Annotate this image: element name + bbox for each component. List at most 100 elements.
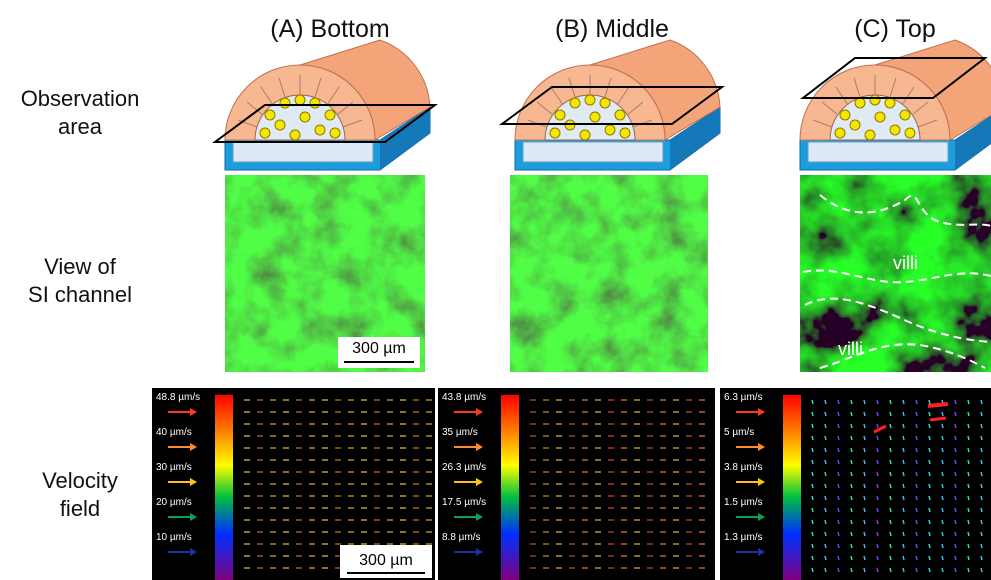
vector: [981, 412, 982, 416]
vector: [968, 544, 969, 548]
vector: [981, 448, 982, 452]
column-header: (B) Middle: [555, 15, 669, 43]
vector: [903, 424, 904, 428]
vector: [903, 568, 904, 572]
row-label: SI channel: [28, 282, 132, 307]
vector: [851, 532, 852, 536]
vector: [903, 436, 904, 440]
vector: [877, 424, 878, 428]
vector: [851, 412, 852, 416]
vector: [955, 568, 956, 572]
vector: [890, 400, 891, 404]
vector: [864, 508, 865, 512]
vector: [890, 532, 891, 536]
vector: [968, 424, 969, 428]
vector: [942, 484, 943, 488]
vector: [929, 520, 930, 524]
vector: [890, 556, 891, 560]
vector: [838, 508, 839, 512]
vector: [864, 436, 865, 440]
vector: [955, 508, 956, 512]
vector: [864, 472, 865, 476]
vector: [877, 400, 878, 404]
vector: [903, 484, 904, 488]
vector: [825, 556, 826, 560]
vector: [864, 556, 865, 560]
legend-label: 5 µm/s: [724, 427, 754, 438]
vector: [981, 532, 982, 536]
vector: [851, 436, 852, 440]
vector: [981, 460, 982, 464]
vector: [955, 400, 956, 404]
legend-label: 8.8 µm/s: [442, 532, 481, 543]
vector: [838, 484, 839, 488]
vector: [981, 568, 982, 572]
vector: [942, 568, 943, 572]
vector: [955, 424, 956, 428]
velocity-panels: 48.8 µm/s40 µm/s30 µm/s20 µm/s10 µm/s43.…: [152, 388, 991, 580]
vector: [929, 400, 930, 404]
vector: [864, 484, 865, 488]
vector: [916, 556, 917, 560]
vector: [825, 448, 826, 452]
vector: [851, 400, 852, 404]
vector: [864, 520, 865, 524]
vector: [812, 508, 813, 512]
vector: [838, 496, 839, 500]
vector: [890, 484, 891, 488]
vector: [890, 508, 891, 512]
vector: [825, 472, 826, 476]
legend-label: 1.3 µm/s: [724, 532, 763, 543]
vector: [890, 448, 891, 452]
vector: [929, 496, 930, 500]
vector: [942, 496, 943, 500]
vector: [812, 436, 813, 440]
vector: [877, 460, 878, 464]
vector: [968, 496, 969, 500]
row-label: Velocity: [42, 468, 118, 493]
vector: [942, 556, 943, 560]
vector: [838, 544, 839, 548]
vector: [890, 424, 891, 428]
vector: [812, 460, 813, 464]
legend-label: 17.5 µm/s: [442, 497, 486, 508]
vector: [929, 508, 930, 512]
legend-label: 10 µm/s: [156, 532, 192, 543]
row-label: area: [58, 114, 103, 139]
vector: [851, 556, 852, 560]
vector: [864, 544, 865, 548]
vector: [838, 460, 839, 464]
vector: [825, 508, 826, 512]
vector: [916, 532, 917, 536]
vector: [968, 556, 969, 560]
vector: [981, 496, 982, 500]
vector: [812, 412, 813, 416]
vector: [955, 448, 956, 452]
vector: [825, 460, 826, 464]
vector: [916, 484, 917, 488]
vector: [929, 556, 930, 560]
vector: [825, 568, 826, 572]
vector: [877, 472, 878, 476]
vector: [968, 484, 969, 488]
scale-bar-label: 300 µm: [359, 552, 413, 569]
vector: [981, 484, 982, 488]
region-label: villi: [893, 253, 918, 273]
vector: [903, 472, 904, 476]
vector: [981, 400, 982, 404]
vector: [942, 544, 943, 548]
vector: [877, 508, 878, 512]
vector: [942, 424, 943, 428]
vector: [812, 448, 813, 452]
vector: [929, 532, 930, 536]
vector: [942, 508, 943, 512]
vector: [916, 544, 917, 548]
vector: [955, 472, 956, 476]
vector: [864, 448, 865, 452]
vector: [838, 532, 839, 536]
vector: [930, 418, 946, 420]
figure: (A) Bottom (B) Middle (C) Top Observatio…: [0, 0, 991, 580]
row-label: field: [60, 496, 100, 521]
vector: [877, 568, 878, 572]
vector: [903, 556, 904, 560]
